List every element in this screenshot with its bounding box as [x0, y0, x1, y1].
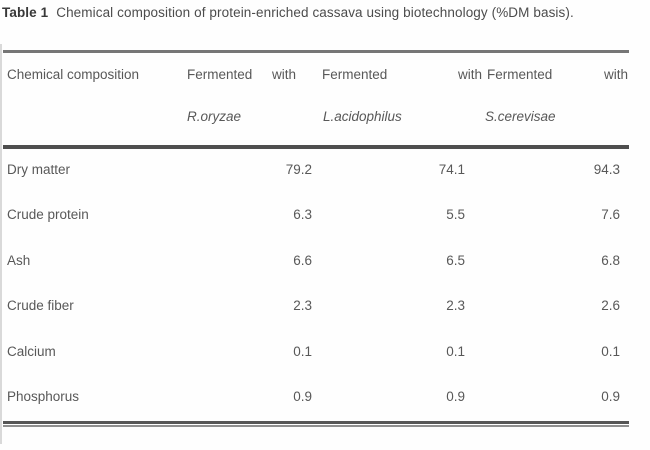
row-label: Calcium: [7, 343, 56, 359]
table-caption-text: Chemical composition of protein-enriched…: [56, 5, 574, 20]
row-value: 79.2: [285, 162, 312, 177]
row-value: 0.1: [601, 343, 620, 359]
row-label: Crude fiber: [7, 298, 74, 314]
row-label: Dry matter: [7, 162, 71, 177]
header-cell-treatment-1: Fermented with R.oryzae: [187, 66, 318, 145]
row-value: 5.5: [446, 207, 465, 223]
table-row-calcium: Calcium 0.1 0.1 0.1: [3, 331, 629, 376]
row-value: 2.6: [601, 298, 620, 314]
table-row-dry-matter: Dry matter 79.2 74.1 94.3: [3, 149, 629, 194]
table-row-ash: Ash 6.6 6.5 6.8: [3, 240, 629, 285]
header-cell-treatment-3: Fermented with S.cerevisae: [484, 66, 629, 145]
row-value: 2.3: [293, 298, 312, 314]
table-top-rule: [3, 50, 629, 53]
table-body: Dry matter 79.2 74.1 94.3 Crude protein …: [3, 149, 629, 421]
header-treatment-1-line1: Fermented with: [187, 66, 318, 83]
header-treatment-3-organism: S.cerevisae: [485, 109, 556, 124]
row-label: Phosphorus: [7, 388, 80, 404]
row-value: 0.9: [446, 388, 465, 404]
header-treatment-1-organism: R.oryzae: [187, 109, 242, 124]
header-treatment-2-organism: L.acidophilus: [323, 109, 402, 124]
row-label: Ash: [7, 252, 31, 268]
row-value: 0.1: [293, 343, 312, 359]
header-treatment-2-prefix: Fermented: [322, 67, 388, 82]
header-cell-chemical-composition: Chemical composition: [7, 67, 140, 82]
header-treatment-3-suffix: with: [603, 67, 628, 82]
header-treatment-2-line1: Fermented with: [318, 66, 484, 83]
table-caption-number: Table 1: [2, 5, 49, 20]
header-treatment-1-prefix: Fermented: [187, 67, 253, 82]
table-row-crude-fiber: Crude fiber 2.3 2.3 2.6: [3, 285, 629, 330]
header-treatment-3-line1: Fermented with: [484, 66, 629, 83]
table-bottom-rule: [3, 421, 629, 428]
table-header-row: Chemical composition Fermented with R.or…: [3, 53, 629, 145]
row-value: 0.1: [446, 343, 465, 359]
page-scan-edge: [0, 44, 2, 444]
table-caption: Table 1 Chemical composition of protein-e…: [2, 4, 642, 21]
row-value: 7.6: [601, 207, 620, 223]
row-value: 2.3: [446, 298, 465, 314]
row-value: 0.9: [601, 388, 620, 404]
table-row-phosphorus: Phosphorus 0.9 0.9 0.9: [3, 376, 629, 421]
row-value: 94.3: [593, 162, 620, 177]
header-cell-treatment-2: Fermented with L.acidophilus: [318, 66, 484, 145]
header-treatment-2-suffix: with: [457, 67, 482, 82]
row-value: 6.3: [293, 207, 312, 223]
row-label: Crude protein: [7, 207, 89, 223]
header-treatment-1-suffix: with: [271, 67, 296, 82]
row-value: 0.9: [293, 388, 312, 404]
table-row-crude-protein: Crude protein 6.3 5.5 7.6: [3, 194, 629, 239]
composition-table: Chemical composition Fermented with R.or…: [3, 50, 629, 428]
row-value: 74.1: [438, 162, 465, 177]
row-value: 6.5: [446, 252, 465, 268]
row-value: 6.6: [293, 252, 312, 268]
row-value: 6.8: [601, 252, 620, 268]
header-treatment-3-prefix: Fermented: [487, 67, 553, 82]
table-header-rule: [3, 145, 629, 149]
